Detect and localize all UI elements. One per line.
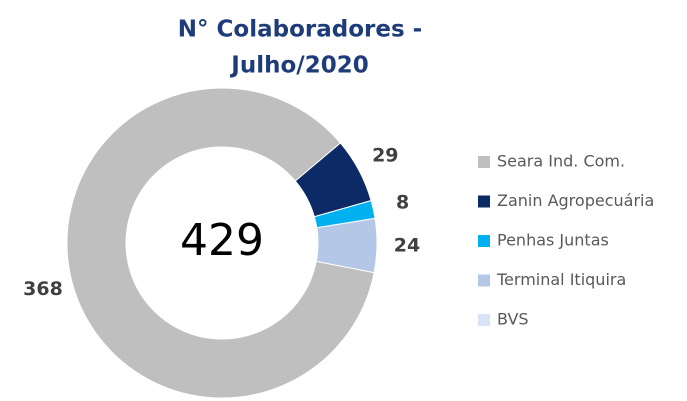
data-label: 29: [372, 145, 398, 167]
legend-label: Seara Ind. Com.: [497, 152, 625, 171]
legend-label: BVS: [497, 310, 529, 329]
center-total: 429: [180, 215, 264, 266]
chart-title: Julho/2020: [229, 53, 368, 79]
legend-swatch: [478, 274, 490, 287]
data-label: 8: [396, 191, 409, 213]
legend-swatch: [478, 235, 490, 247]
legend-swatch: [478, 156, 490, 168]
data-label: 24: [394, 235, 420, 257]
legend-label: Penhas Juntas: [497, 231, 609, 250]
legend-swatch: [478, 195, 490, 208]
donut-slice: [66, 87, 375, 399]
chart-title: N° Colaboradores -: [178, 17, 422, 43]
data-label: 368: [23, 278, 63, 300]
legend-swatch: [478, 314, 490, 326]
legend-label: Zanin Agropecuária: [497, 191, 654, 210]
donut-slice: [315, 217, 378, 274]
legend-label: Terminal Itiquira: [496, 270, 626, 289]
